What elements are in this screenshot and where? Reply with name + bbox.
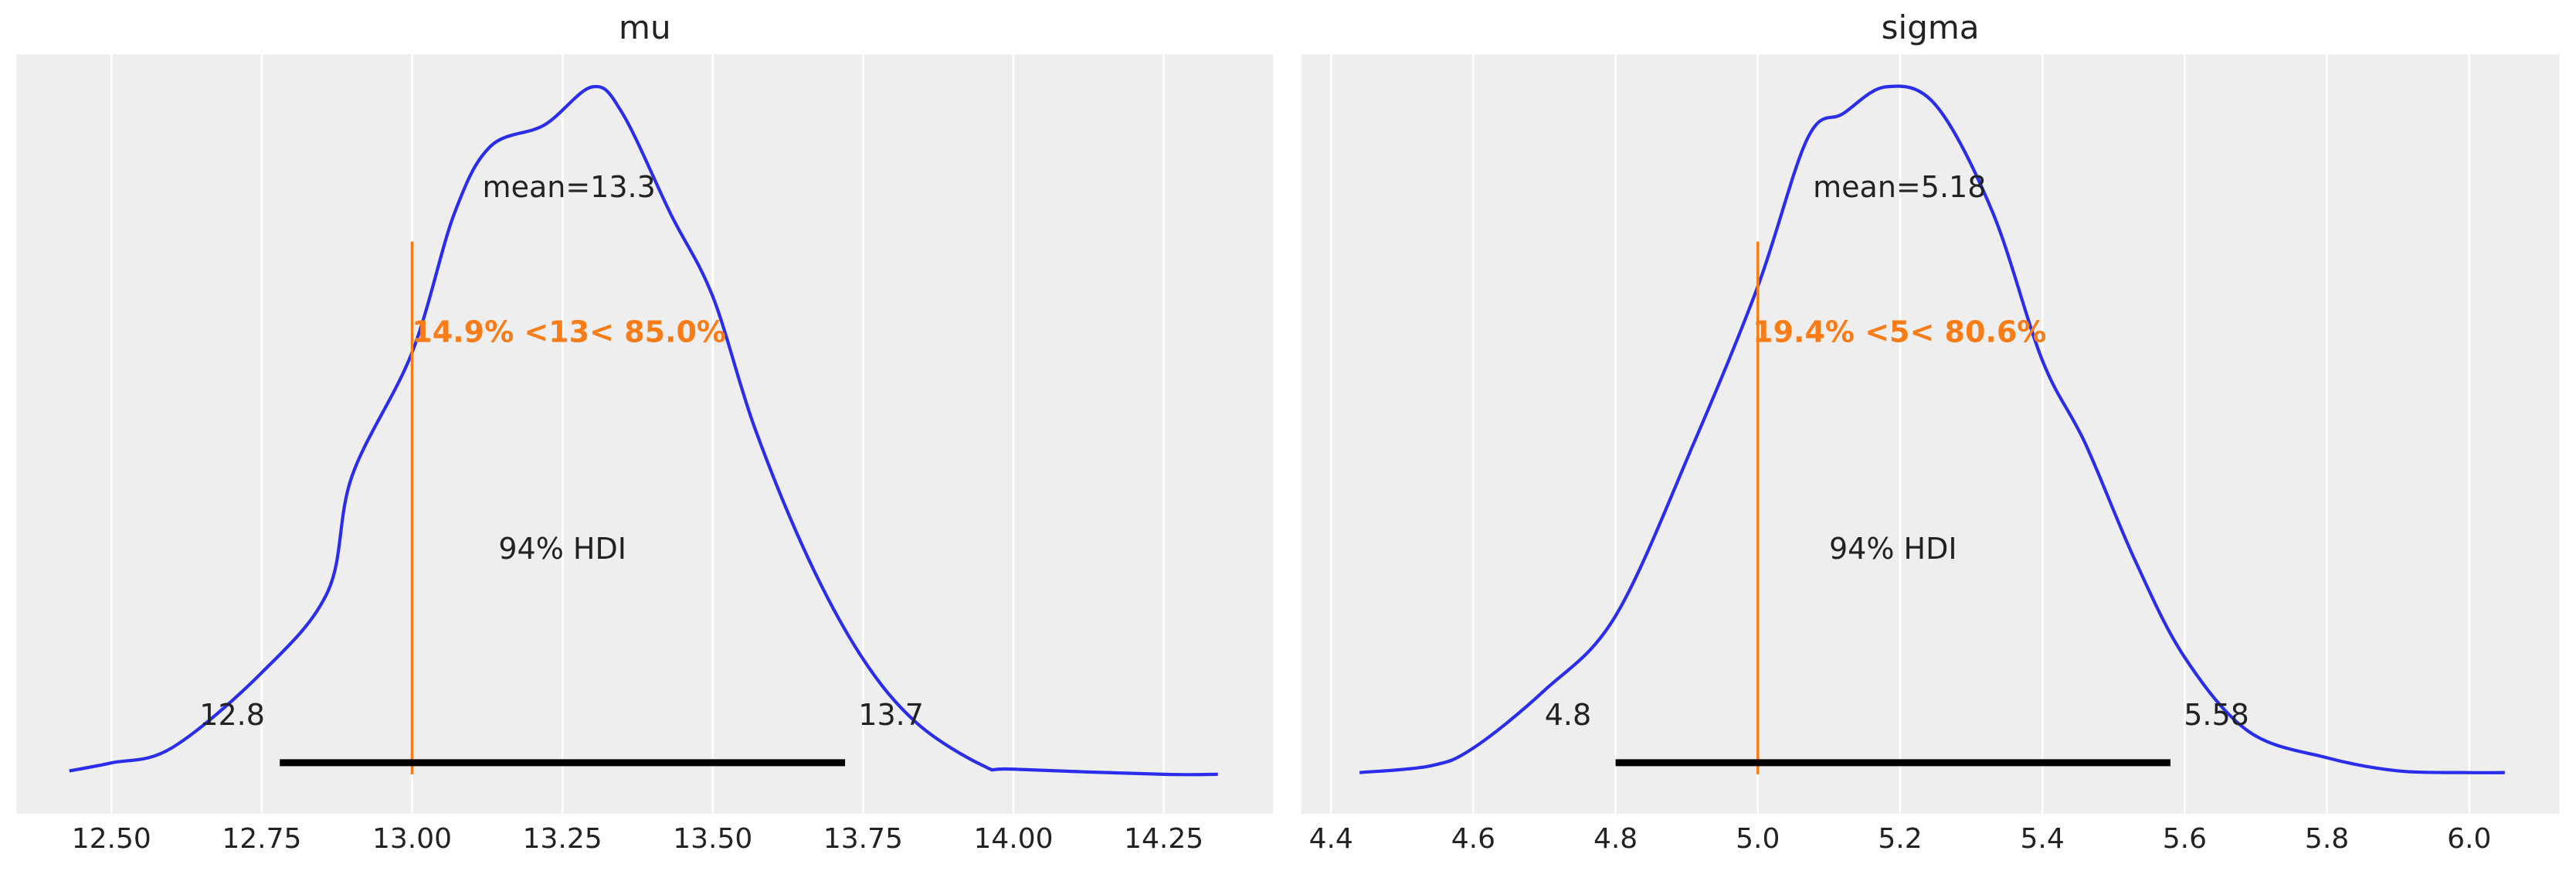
x-tick-label: 12.75: [222, 823, 301, 855]
x-tick-label: 6.0: [2447, 823, 2491, 855]
reference-label: 19.4% <5< 80.6%: [1753, 315, 2046, 349]
x-tick-label: 14.25: [1124, 823, 1203, 855]
x-tick-label: 5.8: [2305, 823, 2349, 855]
panel-title: mu: [619, 9, 671, 46]
hdi-high-label: 13.7: [858, 698, 924, 732]
reference-label: 14.9% <13< 85.0%: [412, 315, 726, 349]
x-tick-label: 5.6: [2163, 823, 2207, 855]
plot-area: [1301, 54, 2560, 814]
density-curve: [69, 84, 1218, 777]
plot-area: [16, 54, 1274, 814]
x-tick-label: 13.50: [673, 823, 752, 855]
hdi-low-label: 12.8: [199, 698, 265, 732]
hdi-low-label: 4.8: [1545, 698, 1591, 732]
hdi-high-label: 5.58: [2184, 698, 2249, 732]
x-tick-label: 5.2: [1878, 823, 1922, 855]
hdi-label: 94% HDI: [1829, 532, 1957, 566]
x-tick-label: 5.4: [2021, 823, 2065, 855]
x-tick-label: 4.8: [1593, 823, 1638, 855]
x-tick-label: 4.6: [1451, 823, 1495, 855]
x-tick-label: 13.25: [523, 823, 602, 855]
x-tick-label: 5.0: [1736, 823, 1780, 855]
mean-label: mean=13.3: [483, 170, 656, 204]
x-tick-label: 14.00: [974, 823, 1054, 855]
x-tick-label: 13.75: [823, 823, 903, 855]
x-tick-label: 12.50: [72, 823, 151, 855]
panel-title: sigma: [1882, 9, 1980, 46]
mean-label: mean=5.18: [1813, 170, 1986, 204]
hdi-label: 94% HDI: [498, 532, 626, 566]
x-tick-label: 13.00: [372, 823, 452, 855]
x-tick-label: 4.4: [1309, 823, 1353, 855]
density-curve: [1359, 84, 2505, 774]
